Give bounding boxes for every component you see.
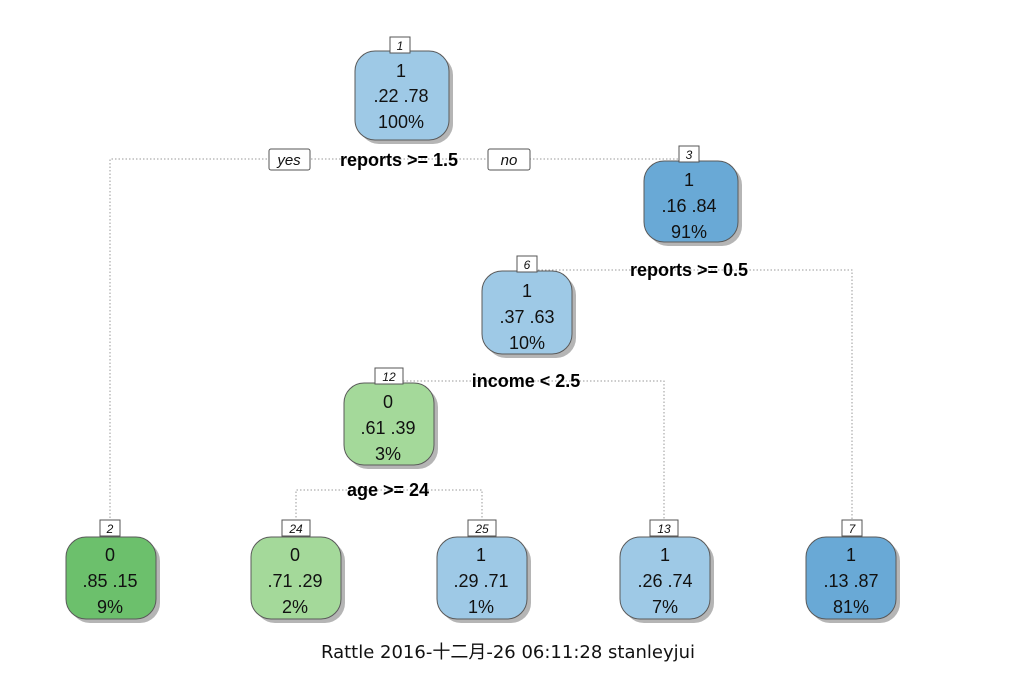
node-box [805, 536, 897, 620]
edge-3-7 [690, 269, 853, 537]
node-box [250, 536, 342, 620]
node-class: 0 [290, 545, 300, 565]
node-id: 25 [474, 522, 489, 536]
split-1: yes reports >= 1.5 no [268, 148, 531, 171]
node-probs: .61 .39 [360, 418, 415, 438]
node-id: 7 [849, 522, 857, 536]
node-percent: 3% [375, 444, 401, 464]
node-id: 3 [686, 148, 693, 162]
node-probs: .85 .15 [82, 571, 137, 591]
node-probs: .16 .84 [661, 196, 716, 216]
node-class: 1 [684, 170, 694, 190]
node-id-box [841, 519, 863, 537]
no-label: no [501, 152, 518, 169]
node-box [619, 536, 711, 620]
node-id-box [374, 367, 404, 385]
split-3-rule: reports >= 0.5 [630, 260, 748, 280]
node-probs: .29 .71 [453, 571, 508, 591]
node-id-box [281, 519, 311, 537]
split-6-rule: income < 2.5 [472, 371, 581, 391]
node-id-box [99, 519, 121, 537]
node-class: 0 [383, 392, 393, 412]
tree-node-25: 25 1 .29 .71 1% [436, 519, 531, 623]
node-id-box [389, 36, 411, 54]
node-id-box [649, 519, 679, 537]
node-percent: 7% [652, 597, 678, 617]
node-class: 1 [522, 281, 532, 301]
node-probs: .71 .29 [267, 571, 322, 591]
split-rule: reports >= 1.5 [340, 150, 458, 170]
node-class: 1 [660, 545, 670, 565]
node-percent: 1% [468, 597, 494, 617]
node-box [65, 536, 157, 620]
node-id: 1 [397, 39, 404, 53]
node-percent: 10% [509, 333, 545, 353]
node-id-box [678, 145, 700, 163]
tree-node-13: 13 1 .26 .74 7% [619, 519, 714, 623]
tree-node-12: 12 0 .61 .39 3% [343, 367, 438, 469]
node-class: 1 [846, 545, 856, 565]
yes-label-box [268, 148, 311, 171]
node-id: 12 [382, 370, 396, 384]
no-label-box [487, 148, 531, 171]
node-percent: 100% [378, 112, 424, 132]
node-class: 1 [396, 61, 406, 81]
node-id: 6 [524, 258, 531, 272]
node-id: 24 [288, 522, 303, 536]
node-id-box [467, 519, 497, 537]
node-class: 0 [105, 545, 115, 565]
tree-node-2: 2 0 .85 .15 9% [65, 519, 160, 623]
footer-caption: Rattle 2016-十二月-26 06:11:28 stanleyjui [321, 642, 695, 663]
tree-node-7: 7 1 .13 .87 81% [805, 519, 900, 623]
node-id-box [516, 255, 538, 273]
yes-label: yes [276, 152, 301, 169]
node-box [436, 536, 528, 620]
tree-node-1: 1 1 .22 .78 100% [354, 36, 453, 144]
node-probs: .22 .78 [373, 86, 428, 106]
node-percent: 2% [282, 597, 308, 617]
node-percent: 9% [97, 597, 123, 617]
node-probs: .13 .87 [823, 571, 878, 591]
split-12-rule: age >= 24 [347, 480, 429, 500]
tree-node-3: 3 1 .16 .84 91% [643, 145, 742, 246]
node-percent: 91% [671, 222, 707, 242]
tree-node-24: 24 0 .71 .29 2% [250, 519, 345, 623]
tree-node-6: 6 1 .37 .63 10% [481, 255, 576, 358]
node-probs: .37 .63 [499, 307, 554, 327]
node-class: 1 [476, 545, 486, 565]
node-id: 13 [657, 522, 671, 536]
edge-6-13 [527, 380, 665, 537]
node-id: 2 [106, 522, 114, 536]
node-percent: 81% [833, 597, 869, 617]
node-probs: .26 .74 [637, 571, 692, 591]
